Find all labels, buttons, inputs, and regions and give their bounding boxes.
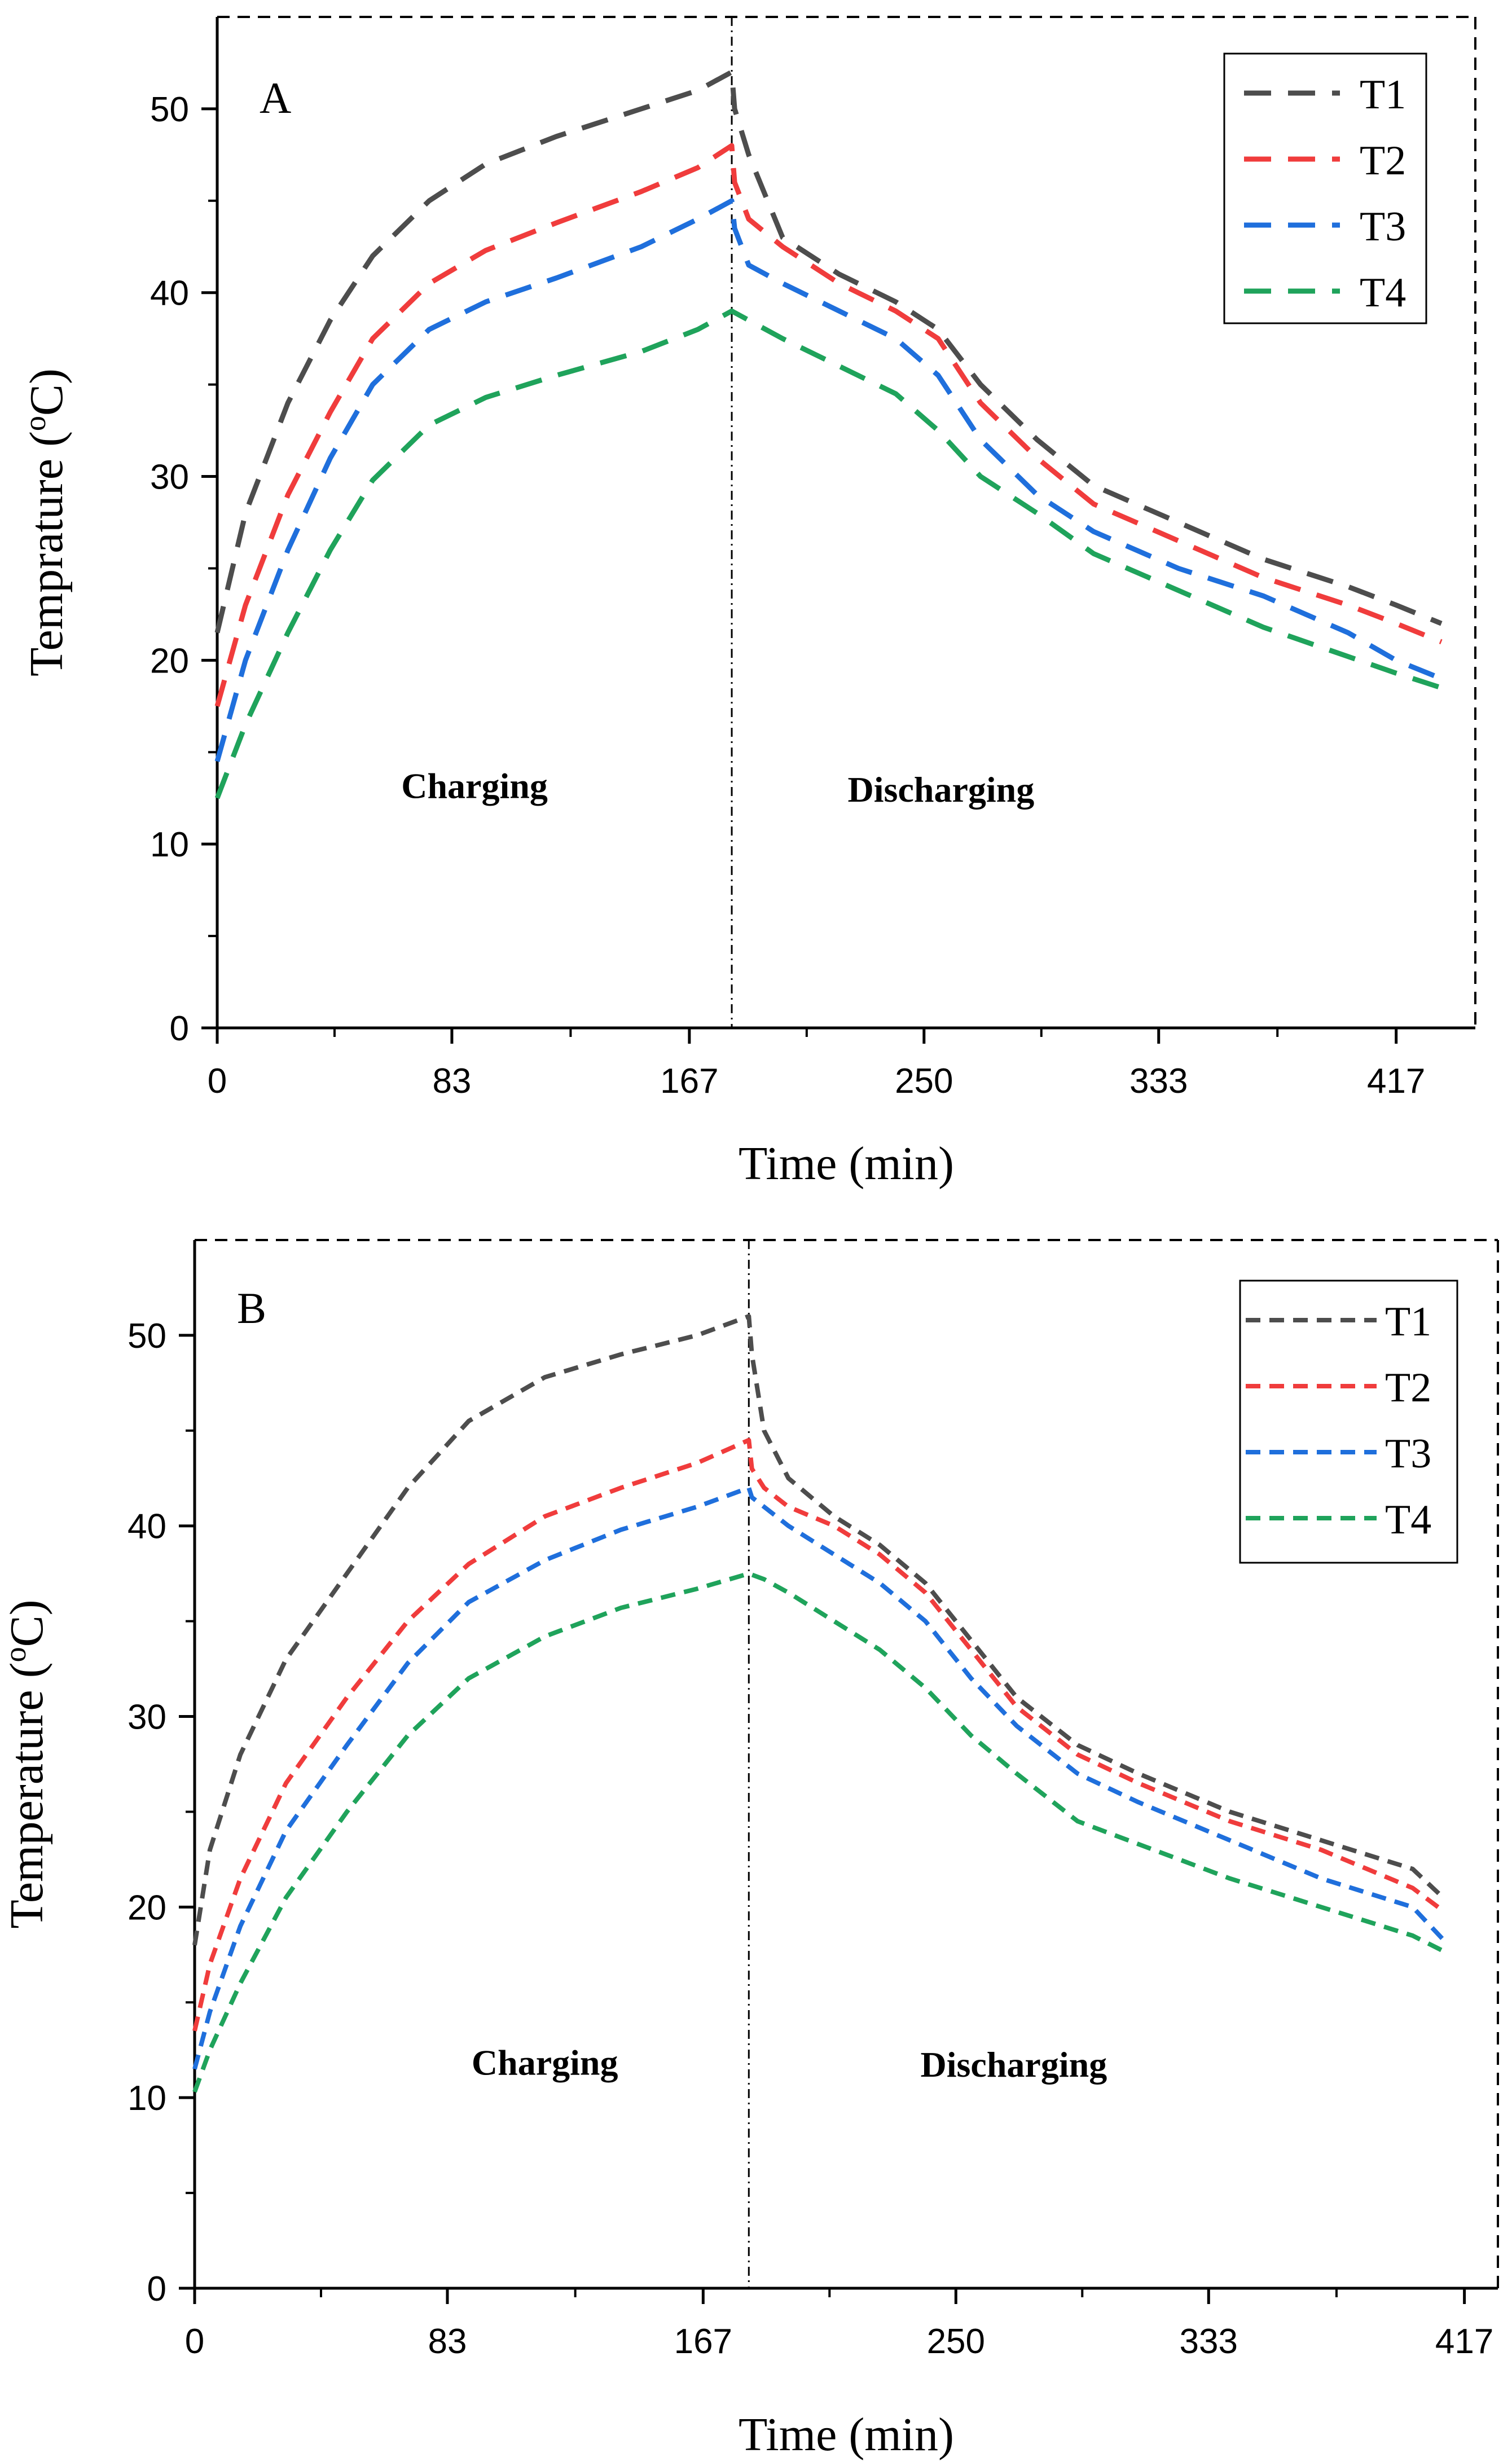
legend-label-t1: T1 bbox=[1385, 1299, 1431, 1345]
y-axis-title: Temperature (oC) bbox=[0, 1599, 53, 1928]
y-axis-title: Temprature (oC) bbox=[18, 368, 73, 676]
y-axis-title-unit: C) bbox=[20, 368, 73, 416]
y-tick-label: 20 bbox=[150, 641, 189, 680]
series-line-t1 bbox=[214, 69, 1443, 634]
panel-label: A bbox=[260, 73, 291, 122]
x-tick-label: 0 bbox=[185, 2322, 204, 2361]
x-tick-label: 83 bbox=[428, 2322, 467, 2361]
legend-box bbox=[1239, 1280, 1458, 1564]
series-line-t4 bbox=[214, 308, 1443, 799]
series-line-t3 bbox=[192, 1485, 1445, 2070]
x-tick-label: 0 bbox=[208, 1062, 227, 1101]
legend-label-t3: T3 bbox=[1385, 1431, 1431, 1477]
x-tick-label: 83 bbox=[432, 1062, 471, 1101]
y-tick-label: 40 bbox=[128, 1507, 166, 1546]
y-tick-label: 10 bbox=[150, 825, 189, 864]
y-tick-label: 0 bbox=[147, 2270, 166, 2309]
y-tick-label: 50 bbox=[150, 90, 189, 129]
x-tick-label: 417 bbox=[1435, 2322, 1493, 2361]
legend-label-t4: T4 bbox=[1360, 270, 1406, 316]
panel-label: B bbox=[237, 1283, 266, 1333]
legend: T1 T2 T3 T4 bbox=[1223, 52, 1427, 324]
phase-label: Charging bbox=[472, 2043, 618, 2083]
phase-label: Discharging bbox=[848, 770, 1035, 810]
x-tick-label: 333 bbox=[1180, 2322, 1238, 2361]
y-axis-title-unit: C) bbox=[1, 1599, 53, 1647]
x-tick-label: 333 bbox=[1129, 1062, 1188, 1101]
y-tick-label: 30 bbox=[150, 458, 189, 497]
x-tick-label: 417 bbox=[1367, 1062, 1425, 1101]
legend: T1 T2 T3 T4 bbox=[1239, 1280, 1458, 1564]
series-line-t2 bbox=[192, 1437, 1445, 2032]
x-axis-title: Time (min) bbox=[739, 1137, 954, 1190]
series-line-t3 bbox=[214, 198, 1443, 762]
x-tick-label: 250 bbox=[927, 2322, 985, 2361]
y-tick-label: 40 bbox=[150, 274, 189, 313]
y-tick-label: 20 bbox=[128, 1888, 166, 1927]
y-tick-label: 0 bbox=[170, 1009, 189, 1048]
x-axis-title: Time (min) bbox=[739, 2408, 954, 2461]
phase-label: Charging bbox=[401, 766, 548, 806]
x-tick-label: 167 bbox=[674, 2322, 732, 2361]
legend-label-t2: T2 bbox=[1385, 1365, 1431, 1411]
chart-panel-b: 0 10 20 30 40 50 0 83 167 250 333 417 Time (min) Temp… bbox=[0, 1239, 1499, 2461]
chart-panel-a: 0 10 20 30 40 50 0 83 167 250 333 417 Time (min) Temp… bbox=[18, 16, 1476, 1190]
y-axis-title-main: Temperature ( bbox=[1, 1662, 53, 1928]
legend-label-t2: T2 bbox=[1360, 138, 1406, 184]
legend-label-t4: T4 bbox=[1385, 1497, 1431, 1543]
legend-label-t1: T1 bbox=[1360, 72, 1406, 118]
series-line-t4 bbox=[192, 1571, 1444, 2093]
y-tick-label: 10 bbox=[128, 2079, 166, 2118]
series-line-t2 bbox=[214, 143, 1443, 707]
x-tick-label: 250 bbox=[895, 1062, 953, 1101]
series-line-t1 bbox=[192, 1314, 1445, 1946]
y-tick-label: 50 bbox=[128, 1317, 166, 1356]
y-axis-title-superscript: o bbox=[18, 416, 52, 431]
y-axis-title-superscript: o bbox=[0, 1647, 32, 1662]
phase-label: Discharging bbox=[921, 2045, 1107, 2085]
legend-box bbox=[1223, 52, 1427, 324]
y-tick-label: 30 bbox=[128, 1698, 166, 1737]
y-axis-title-main: Temprature ( bbox=[20, 431, 73, 676]
legend-label-t3: T3 bbox=[1360, 204, 1406, 250]
x-tick-label: 167 bbox=[660, 1062, 718, 1101]
